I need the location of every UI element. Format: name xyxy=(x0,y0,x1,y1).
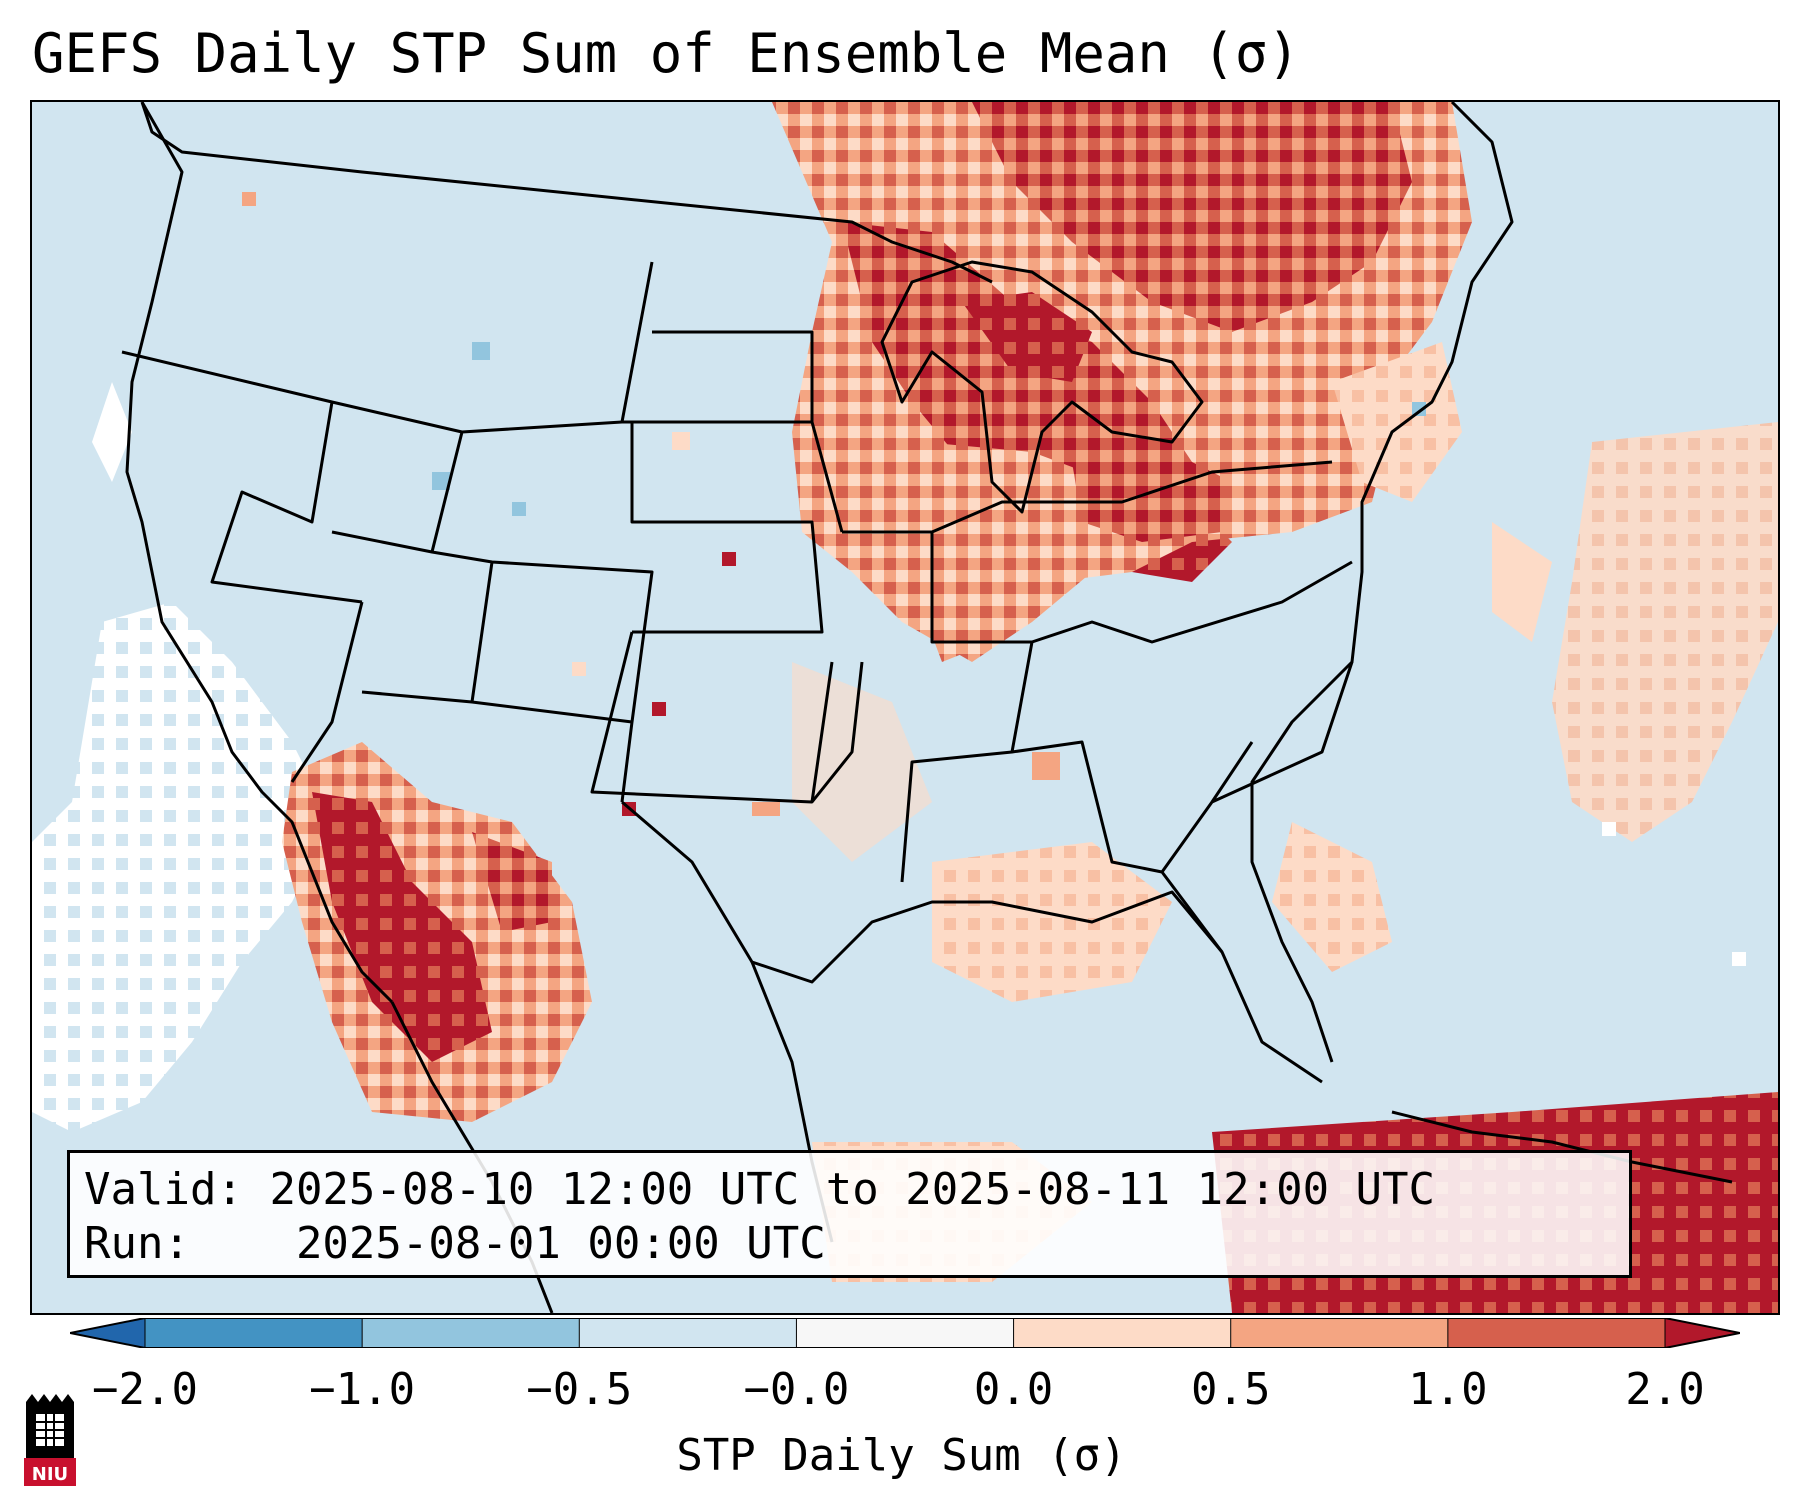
mexico-anomaly xyxy=(282,742,592,1122)
colorbar-over-extend xyxy=(1665,1318,1740,1348)
colorbar-segment xyxy=(796,1318,1015,1348)
logo-shield xyxy=(24,1458,76,1486)
colorbar-segment xyxy=(362,1318,580,1348)
state-lines-central xyxy=(590,261,864,804)
run-label: Run: xyxy=(84,1218,190,1269)
colorbar-tick-label: 0.0 xyxy=(973,1364,1054,1415)
logo-text: NIU xyxy=(32,1464,68,1485)
niu-logo: NIU xyxy=(24,1394,76,1486)
colorbar-tick-label: −1.0 xyxy=(309,1364,416,1415)
colorbar xyxy=(69,1317,1741,1349)
great-lakes xyxy=(880,260,1204,514)
atlantic-anomaly xyxy=(1492,422,1778,842)
pacific-neutral-field xyxy=(32,382,332,1132)
colorbar-tick-label: −2.0 xyxy=(92,1364,198,1415)
map-panel xyxy=(30,100,1780,1315)
gulf-anomaly xyxy=(792,662,1392,1002)
info-box: Valid: 2025-08-10 12:00 UTC to 2025-08-1… xyxy=(67,1150,1632,1278)
colorbar-tick-label: 1.0 xyxy=(1408,1364,1488,1415)
map-canvas xyxy=(32,102,1778,1313)
state-lines-east xyxy=(842,460,1354,1084)
boundaries xyxy=(121,102,1733,1313)
colorbar-label: STP Daily Sum (σ) xyxy=(676,1430,1127,1481)
atlantic-coastline xyxy=(1250,102,1514,1063)
chart-title: GEFS Daily STP Sum of Ensemble Mean (σ) xyxy=(32,22,1300,85)
colorbar-segment xyxy=(579,1318,797,1348)
colorbar-tick-label: −0.0 xyxy=(743,1364,850,1415)
us-canada-border xyxy=(140,102,993,284)
colorbar-svg xyxy=(69,1317,1741,1349)
valid-label: Valid: xyxy=(84,1164,243,1215)
state-lines-west xyxy=(121,350,722,803)
colorbar-tick-label: 2.0 xyxy=(1625,1364,1705,1415)
cuba xyxy=(1391,1110,1733,1184)
colorbar-tick-label: 0.5 xyxy=(1190,1364,1271,1415)
colorbar-tick-label: −0.5 xyxy=(526,1364,633,1415)
colorbar-segment xyxy=(145,1318,363,1348)
gulf-coastline xyxy=(621,800,1224,984)
colorbar-under-extend xyxy=(70,1318,145,1348)
colorbar-segment xyxy=(1447,1318,1666,1348)
ohio-valley-anomaly xyxy=(912,342,1462,662)
colorbar-segment xyxy=(1230,1318,1449,1348)
pacific-coastline xyxy=(125,102,394,1004)
valid-value: 2025-08-10 12:00 UTC to 2025-08-11 12:00… xyxy=(269,1164,1436,1215)
colorbar-segment xyxy=(1013,1318,1232,1348)
run-value: 2025-08-01 00:00 UTC xyxy=(295,1218,826,1269)
